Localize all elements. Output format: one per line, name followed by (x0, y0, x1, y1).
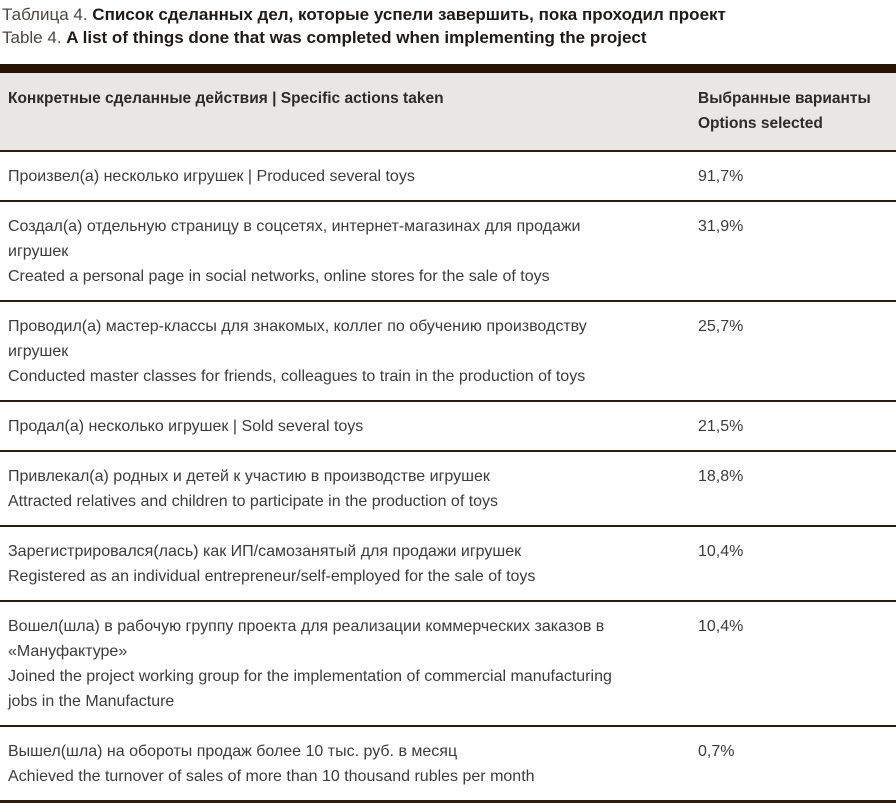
action-text-line: Created a personal page in social networ… (8, 268, 550, 285)
header-options-selected-line: Выбранные варианты (698, 90, 871, 107)
action-cell: Произвел(а) несколько игрушек | Produced… (0, 151, 690, 202)
action-text-line: Привлекал(а) родных и детей к участию в … (8, 468, 490, 485)
header-options-selected-line: Options selected (698, 115, 823, 132)
action-text-line: Registered as an individual entrepreneur… (8, 568, 536, 585)
table-caption: Таблица 4. Список сделанных дел, которые… (0, 3, 896, 49)
table-caption-en: Table 4. A list of things done that was … (2, 26, 896, 49)
table-row: Продал(а) несколько игрушек | Sold sever… (0, 401, 896, 452)
table-row: Создал(а) отдельную страницу в соцсетях,… (0, 201, 896, 302)
results-table-head: Конкретные сделанные действия | Specific… (0, 68, 896, 152)
table-row: Вошел(шла) в рабочую группу проекта для … (0, 601, 896, 727)
action-cell: Вошел(шла) в рабочую группу проекта для … (0, 601, 690, 727)
table-title-en: A list of things done that was completed… (66, 28, 647, 47)
header-row: Конкретные сделанные действия | Specific… (0, 68, 896, 152)
action-text-line: Проводил(а) мастер-классы для знакомых, … (8, 318, 587, 360)
table-row: Вышел(шла) на обороты продаж более 10 ты… (0, 726, 896, 803)
value-cell: 25,7% (690, 301, 896, 402)
action-cell: Зарегистрировался(лась) как ИП/самозанят… (0, 526, 690, 602)
table-number-en: Table 4. (2, 28, 62, 47)
table-number-ru: Таблица 4. (2, 5, 88, 24)
table-row: Проводил(а) мастер-классы для знакомых, … (0, 301, 896, 402)
action-text-line: Произвел(а) несколько игрушек | Produced… (8, 168, 415, 185)
action-cell: Создал(а) отдельную страницу в соцсетях,… (0, 201, 690, 302)
action-cell: Привлекал(а) родных и детей к участию в … (0, 451, 690, 527)
table-caption-ru: Таблица 4. Список сделанных дел, которые… (2, 3, 896, 26)
table-row: Произвел(а) несколько игрушек | Produced… (0, 151, 896, 202)
action-cell: Вышел(шла) на обороты продаж более 10 ты… (0, 726, 690, 803)
value-cell: 0,7% (690, 726, 896, 803)
action-text-line: Attracted relatives and children to part… (8, 493, 499, 510)
value-cell: 10,4% (690, 526, 896, 602)
action-text-line: Conducted master classes for friends, co… (8, 368, 586, 385)
value-cell: 10,4% (690, 601, 896, 727)
action-text-line: Вошел(шла) в рабочую группу проекта для … (8, 618, 605, 660)
action-cell: Продал(а) несколько игрушек | Sold sever… (0, 401, 690, 452)
action-text-line: Зарегистрировался(лась) как ИП/самозанят… (8, 543, 522, 560)
action-text-line: Создал(а) отдельную страницу в соцсетях,… (8, 218, 581, 260)
value-cell: 21,5% (690, 401, 896, 452)
action-text-line: Вышел(шла) на обороты продаж более 10 ты… (8, 743, 458, 760)
results-table: Конкретные сделанные действия | Specific… (0, 64, 896, 803)
value-cell: 18,8% (690, 451, 896, 527)
table-row: Зарегистрировался(лась) как ИП/самозанят… (0, 526, 896, 602)
action-cell: Проводил(а) мастер-классы для знакомых, … (0, 301, 690, 402)
action-text-line: Joined the project working group for the… (8, 668, 612, 710)
header-options-selected: Выбранные варианты Options selected (690, 68, 896, 152)
header-actions: Конкретные сделанные действия | Specific… (0, 68, 690, 152)
value-cell: 31,9% (690, 201, 896, 302)
action-text-line: Achieved the turnover of sales of more t… (8, 768, 535, 785)
action-text-line: Продал(а) несколько игрушек | Sold sever… (8, 418, 364, 435)
table-row: Привлекал(а) родных и детей к участию в … (0, 451, 896, 527)
table-title-ru: Список сделанных дел, которые успели зав… (92, 5, 726, 24)
results-table-body: Произвел(а) несколько игрушек | Produced… (0, 151, 896, 803)
value-cell: 91,7% (690, 151, 896, 202)
